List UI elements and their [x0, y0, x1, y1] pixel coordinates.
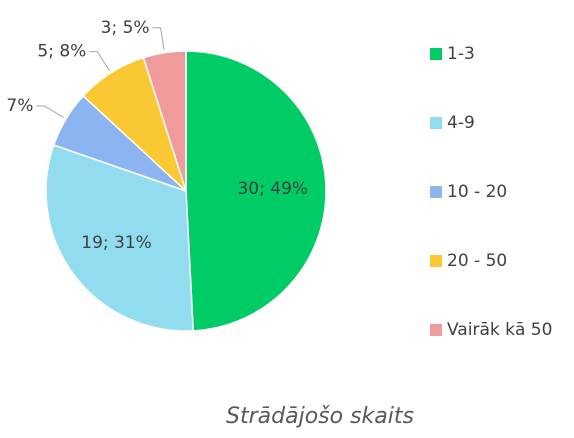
legend-label: 10 - 20	[447, 182, 507, 202]
data-label: 4; 7%	[0, 96, 33, 116]
leader-line	[89, 51, 110, 71]
legend-swatch	[430, 324, 442, 336]
legend-label: 1-3	[447, 44, 475, 64]
legend-label: 20 - 50	[447, 251, 507, 271]
legend-swatch	[430, 186, 442, 198]
data-label: 19; 31%	[81, 233, 152, 253]
legend-swatch	[430, 255, 442, 267]
data-label: 5; 8%	[37, 42, 86, 62]
pie-slice	[185, 50, 327, 332]
legend-swatch	[430, 48, 442, 60]
data-label: 30; 49%	[237, 179, 308, 199]
chart-title: Strādājošo skaits	[226, 404, 414, 429]
pie-slice	[142, 50, 187, 192]
data-label: 3; 5%	[101, 18, 150, 38]
legend-label: 4-9	[447, 113, 475, 133]
legend-label: Vairāk kā 50	[447, 320, 552, 340]
pie-slice	[45, 144, 194, 332]
leader-line	[36, 105, 64, 118]
legend-swatch	[430, 117, 442, 129]
leader-line	[152, 27, 165, 50]
